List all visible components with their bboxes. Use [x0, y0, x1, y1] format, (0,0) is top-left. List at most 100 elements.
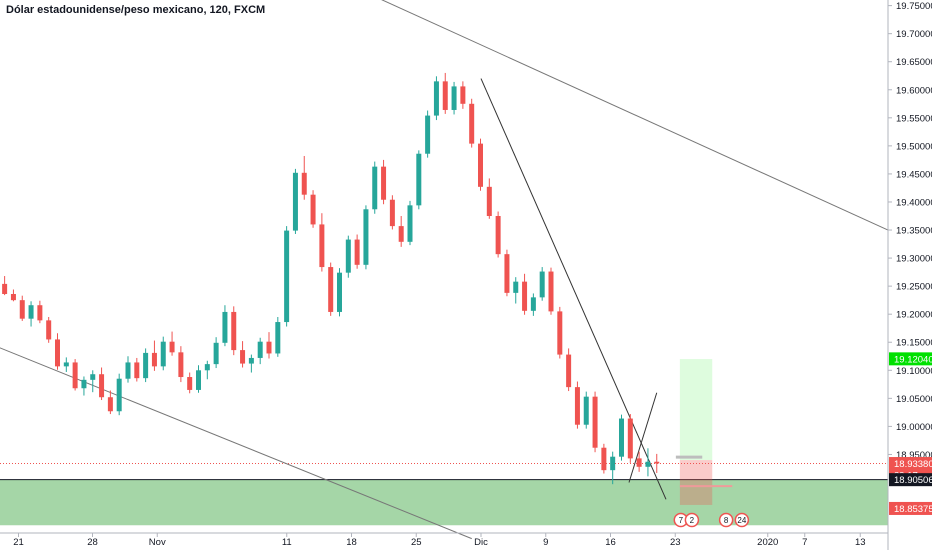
- candle-body: [196, 370, 201, 390]
- event-marker-2: 8: [718, 512, 734, 528]
- candle-body: [292, 172, 298, 231]
- position-target-zone: [679, 359, 713, 461]
- price-label-0: 19.12040: [889, 352, 932, 366]
- x-tick-label: 25: [411, 537, 422, 548]
- candle-body: [275, 322, 281, 354]
- candle-body: [345, 239, 351, 273]
- candle-body: [328, 267, 334, 312]
- trendline-0: [0, 347, 472, 540]
- price-label-3: 18.90506: [889, 473, 932, 487]
- candle-body: [248, 357, 254, 364]
- price-label-text: 18.90506: [894, 475, 932, 486]
- candle-body: [451, 86, 457, 110]
- price-label-bg: [889, 501, 932, 515]
- candle-body: [63, 362, 69, 367]
- candle-body: [46, 320, 52, 340]
- candle-body: [301, 172, 307, 195]
- price-label-4: 18.85375: [889, 501, 932, 515]
- price-label-text: 18.93380: [894, 459, 932, 470]
- candle-body: [478, 143, 483, 187]
- position-stop-zone: [679, 460, 713, 505]
- y-tick-label: 19.45000: [896, 169, 932, 180]
- candle-body: [81, 379, 87, 389]
- candle-body: [372, 166, 378, 210]
- candle-body: [416, 153, 422, 206]
- chart-title: Dólar estadounidense/peso mexicano, 120,…: [6, 4, 266, 16]
- price-label-text: 18.85375: [894, 504, 932, 515]
- candle-body: [398, 226, 404, 242]
- support-zone: [0, 479, 888, 526]
- candle-body: [284, 230, 290, 323]
- candle-body: [178, 352, 184, 378]
- y-tick-label: 19.15000: [896, 338, 932, 349]
- candle-body: [55, 339, 60, 367]
- trendline-3: [628, 392, 658, 483]
- event-marker-label: 2: [690, 516, 695, 525]
- candle-body: [636, 458, 642, 467]
- y-tick-label: 19.55000: [896, 113, 932, 124]
- candle-body: [381, 166, 387, 200]
- candle-body: [37, 305, 43, 321]
- x-tick-label: 16: [605, 537, 616, 548]
- y-tick-label: 19.05000: [896, 394, 932, 405]
- candle-body: [583, 396, 589, 425]
- x-tick-label: Dic: [474, 537, 488, 548]
- price-label-bg: [889, 473, 932, 487]
- candle-body: [619, 418, 624, 457]
- y-tick-label: 19.75000: [896, 1, 932, 12]
- candle-body: [222, 311, 228, 343]
- candle-body: [627, 418, 633, 459]
- candle-body: [143, 352, 149, 379]
- candle-body: [354, 239, 360, 265]
- candle-body: [2, 283, 8, 294]
- candle-body: [610, 456, 616, 471]
- candle-body: [442, 81, 448, 110]
- candle-body: [213, 342, 219, 365]
- candle-body: [495, 216, 501, 255]
- candle-body: [125, 362, 131, 379]
- candle-body: [363, 209, 369, 265]
- candle-body: [425, 115, 431, 154]
- trendline-2: [480, 78, 667, 500]
- price-label-text: 19.12040: [894, 354, 932, 365]
- x-tick-label: 9: [543, 537, 548, 548]
- y-tick-label: 19.60000: [896, 85, 932, 96]
- candle-body: [107, 397, 113, 412]
- candle-body: [134, 362, 140, 379]
- y-tick-label: 19.10000: [896, 366, 932, 377]
- y-tick-label: 19.35000: [896, 226, 932, 237]
- event-marker-label: 8: [724, 516, 729, 525]
- candle-body: [469, 103, 475, 144]
- candle-body: [504, 254, 510, 293]
- candle-body: [654, 461, 660, 464]
- candle-body: [169, 341, 175, 353]
- x-tick-label: 23: [670, 537, 681, 548]
- y-tick-label: 19.30000: [896, 254, 932, 265]
- event-marker-3: 24: [734, 512, 750, 528]
- candle-body: [566, 354, 572, 388]
- y-tick-label: 19.65000: [896, 57, 932, 68]
- event-marker-label: 7: [679, 516, 684, 525]
- candle-body: [522, 281, 528, 311]
- candle-body: [240, 350, 246, 364]
- x-tick-label: 28: [87, 537, 98, 548]
- candle-body: [337, 272, 342, 312]
- y-tick-label: 19.00000: [896, 422, 932, 433]
- event-marker-label: 24: [737, 516, 746, 525]
- candle-body: [90, 374, 96, 380]
- candle-body: [548, 271, 554, 312]
- price-label-1: 18.93380: [889, 457, 932, 471]
- candle-body: [645, 461, 651, 467]
- plot-background: [0, 0, 888, 533]
- y-tick-label: 18.95000: [896, 450, 932, 461]
- event-marker-circle: [734, 512, 750, 528]
- candle-body: [160, 341, 166, 367]
- event-marker-1: 2: [684, 512, 700, 528]
- candle-body: [187, 377, 193, 390]
- x-tick-label: 7: [802, 537, 807, 548]
- y-tick-label: 19.50000: [896, 141, 932, 152]
- candle-body: [389, 199, 395, 227]
- candle-body: [513, 281, 519, 293]
